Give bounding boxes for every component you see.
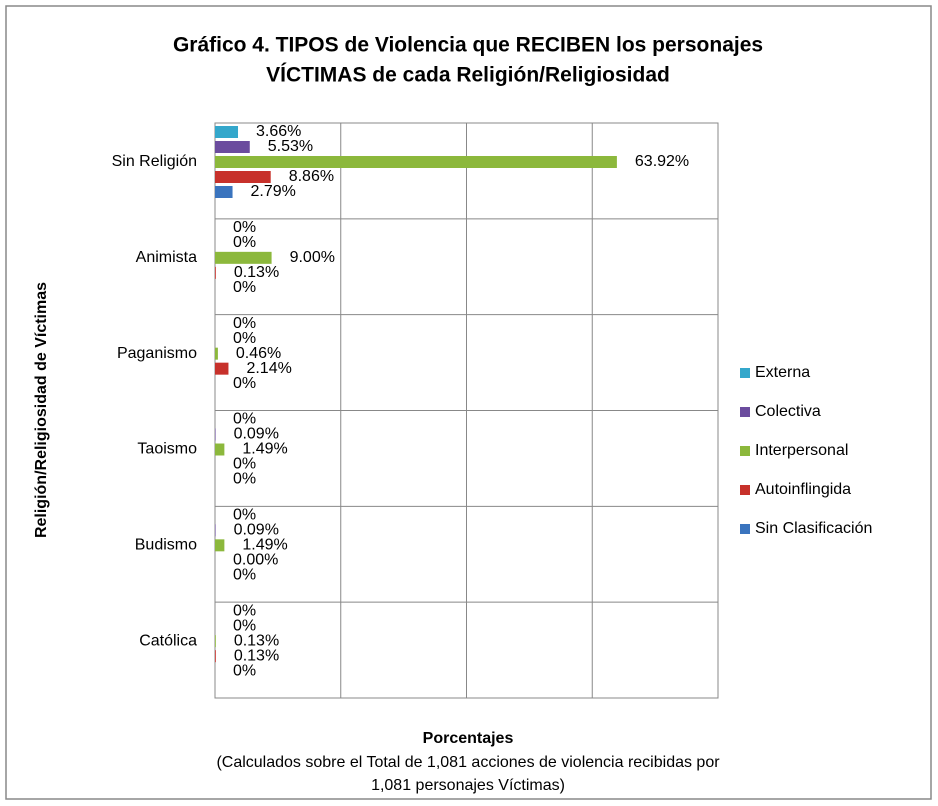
- data-label: 0%: [233, 602, 256, 619]
- bar: [215, 362, 229, 375]
- data-label: 0.09%: [234, 522, 279, 539]
- legend-swatch: [740, 524, 750, 534]
- x-axis-title: Porcentajes: [423, 730, 514, 747]
- data-label: 0.13%: [234, 647, 279, 664]
- data-label: 0.09%: [234, 426, 279, 443]
- y-tick-label: Paganismo: [117, 345, 197, 362]
- bar: [215, 428, 216, 441]
- legend-swatch: [740, 485, 750, 495]
- data-label: 0%: [233, 507, 256, 524]
- x-axis-note: (Calculados sobre el Total de 1,081 acci…: [216, 754, 720, 771]
- data-label: 0%: [233, 411, 256, 428]
- data-label: 9.00%: [290, 249, 335, 266]
- data-label: 0%: [233, 567, 256, 584]
- data-label: 0%: [233, 234, 256, 251]
- bar: [215, 171, 271, 183]
- bar: [215, 186, 233, 198]
- bar: [215, 156, 617, 168]
- chart-title: VÍCTIMAS de cada Religión/Religiosidad: [266, 64, 670, 87]
- legend-label: Sin Clasificación: [755, 520, 872, 537]
- data-label: 5.53%: [268, 138, 313, 155]
- bar: [215, 635, 216, 648]
- data-label: 2.79%: [251, 183, 296, 200]
- legend-swatch: [740, 407, 750, 417]
- bar: [215, 347, 218, 360]
- data-label: 0.00%: [233, 552, 278, 569]
- bar: [215, 650, 216, 663]
- legend-label: Interpersonal: [755, 442, 848, 459]
- legend-label: Externa: [755, 364, 810, 381]
- y-tick-label: Sin Religión: [112, 153, 197, 170]
- bar: [215, 126, 239, 138]
- data-label: 0%: [233, 617, 256, 634]
- bar: [215, 443, 225, 456]
- legend-swatch: [740, 368, 750, 378]
- data-label: 0%: [233, 315, 256, 332]
- y-tick-label: Católica: [139, 632, 197, 649]
- data-label: 1.49%: [242, 441, 287, 458]
- data-label: 3.66%: [256, 123, 301, 140]
- data-label: 2.14%: [246, 360, 291, 377]
- y-tick-label: Animista: [136, 249, 197, 266]
- legend-swatch: [740, 446, 750, 456]
- data-label: 0.13%: [234, 632, 279, 649]
- data-label: 0%: [233, 456, 256, 473]
- data-label: 0%: [233, 330, 256, 347]
- bar: [215, 251, 272, 264]
- legend-label: Autoinflingida: [755, 481, 851, 498]
- data-label: 0%: [233, 375, 256, 392]
- legend-label: Colectiva: [755, 403, 821, 420]
- data-label: 1.49%: [242, 537, 287, 554]
- chart-frame: [5, 5, 932, 800]
- chart-title: Gráfico 4. TIPOS de Violencia que RECIBE…: [173, 34, 763, 57]
- data-label: 0%: [233, 279, 256, 296]
- data-label: 0%: [233, 471, 256, 488]
- y-tick-label: Taoismo: [137, 441, 197, 458]
- bar: [215, 524, 216, 537]
- data-label: 0%: [233, 662, 256, 679]
- bar: [215, 141, 250, 153]
- data-label: 63.92%: [635, 153, 689, 170]
- y-tick-label: Budismo: [135, 537, 197, 554]
- plot-area: [214, 122, 719, 699]
- bar: [215, 266, 216, 279]
- bar: [215, 539, 225, 552]
- y-axis-title: Religión/Religiosidad de Víctimas: [33, 282, 50, 538]
- data-label: 8.86%: [289, 168, 334, 185]
- x-axis-note: 1,081 personajes Víctimas): [371, 777, 565, 794]
- data-label: 0%: [233, 219, 256, 236]
- data-label: 0.46%: [236, 345, 281, 362]
- data-label: 0.13%: [234, 264, 279, 281]
